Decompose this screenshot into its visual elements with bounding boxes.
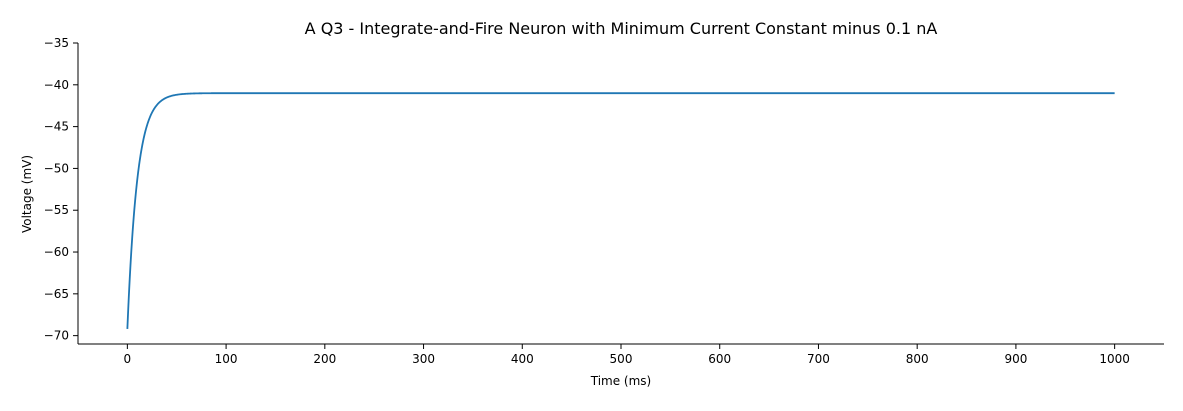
y-tick-label: −60 bbox=[44, 245, 69, 259]
x-ticks: 0 100 200 300 400 500 600 700 800 900 1000 bbox=[124, 344, 1130, 366]
x-tick-label: 1000 bbox=[1099, 352, 1130, 366]
y-tick-label: −45 bbox=[44, 120, 69, 134]
x-tick-label: 500 bbox=[610, 352, 633, 366]
x-tick-label: 800 bbox=[906, 352, 929, 366]
y-tick-label: −50 bbox=[44, 161, 69, 175]
x-tick-label: 400 bbox=[511, 352, 534, 366]
y-tick-label: −70 bbox=[44, 329, 69, 343]
y-tick-label: −55 bbox=[44, 203, 69, 217]
series-line-voltage bbox=[126, 92, 1116, 329]
x-tick-label: 100 bbox=[215, 352, 238, 366]
x-tick-label: 900 bbox=[1004, 352, 1027, 366]
y-tick-label: −35 bbox=[44, 36, 69, 50]
y-tick-label: −40 bbox=[44, 78, 69, 92]
x-axis-label: Time (ms) bbox=[590, 374, 652, 388]
x-tick-label: 600 bbox=[708, 352, 731, 366]
y-axis-label: Voltage (mV) bbox=[20, 155, 34, 233]
x-tick-label: 700 bbox=[807, 352, 830, 366]
x-tick-label: 300 bbox=[412, 352, 435, 366]
plot-area bbox=[126, 92, 1116, 329]
y-ticks: −70 −65 −60 −55 −50 −45 −40 −35 bbox=[44, 36, 78, 343]
x-tick-label: 0 bbox=[124, 352, 132, 366]
chart-title: A Q3 - Integrate-and-Fire Neuron with Mi… bbox=[305, 19, 938, 38]
x-tick-label: 200 bbox=[313, 352, 336, 366]
y-tick-label: −65 bbox=[44, 287, 69, 301]
